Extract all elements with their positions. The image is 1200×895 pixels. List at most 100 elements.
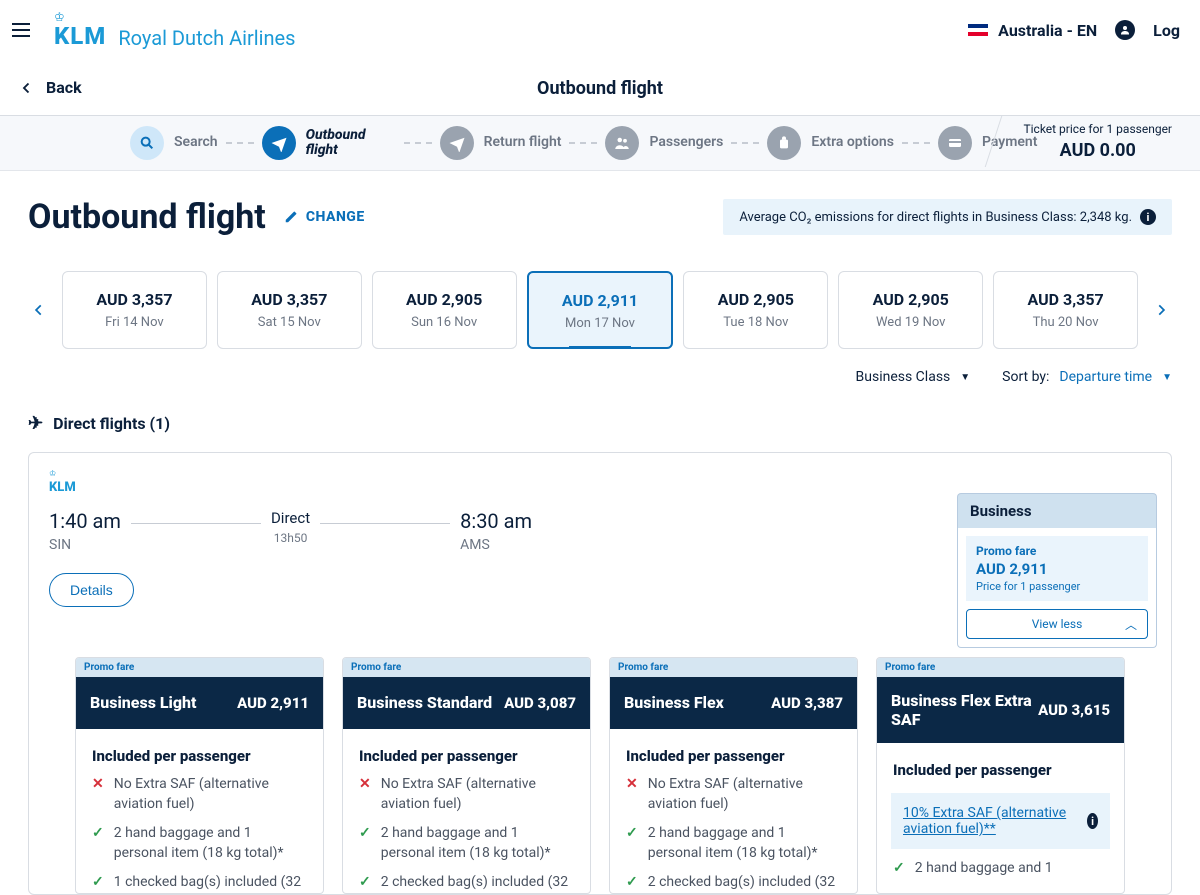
date-card[interactable]: AUD 2,911 Mon 17 Nov xyxy=(527,271,674,349)
check-icon: ✓ xyxy=(359,873,371,893)
fare-feature: ✓2 hand baggage and 1 personal item (18 … xyxy=(343,814,590,863)
flag-icon xyxy=(968,24,988,36)
date-card[interactable]: AUD 2,905 Wed 19 Nov xyxy=(838,271,983,349)
fare-column[interactable]: Promo fare Business StandardAUD 3,087 In… xyxy=(342,657,591,894)
step-outbound[interactable]: Outbound flight xyxy=(262,126,396,160)
included-label: Included per passenger xyxy=(610,729,857,765)
arrival-code: AMS xyxy=(460,537,532,553)
cabin-class-select[interactable]: Business Class ▼ xyxy=(856,369,971,385)
brand-short: KLM xyxy=(54,22,106,50)
progress-steps: Search Outbound flight Return flight Pas… xyxy=(0,116,1200,171)
fare-header: Business FlexAUD 3,387 xyxy=(610,677,857,729)
included-label: Included per passenger xyxy=(343,729,590,765)
check-icon: ✓ xyxy=(893,859,905,879)
co2-banner: Average CO₂ emissions for direct flights… xyxy=(723,199,1172,235)
date-price: AUD 3,357 xyxy=(1002,290,1129,309)
saf-link[interactable]: 10% Extra SAF (alternative aviation fuel… xyxy=(903,805,1079,837)
account-icon[interactable] xyxy=(1115,20,1135,40)
promo-fare-box[interactable]: Promo fare AUD 2,911 Price for 1 passeng… xyxy=(966,536,1148,601)
duration: 13h50 xyxy=(271,531,310,545)
back-button[interactable]: Back xyxy=(18,78,82,97)
locale-selector[interactable]: Australia - EN xyxy=(968,21,1097,40)
date-day: Wed 19 Nov xyxy=(847,315,974,330)
brand-logo[interactable]: ♔ KLM Royal Dutch Airlines xyxy=(54,10,295,50)
view-less-button[interactable]: View less ︿ xyxy=(966,609,1148,639)
date-price: AUD 2,911 xyxy=(537,291,664,310)
plane-icon xyxy=(440,126,474,160)
plane-icon: ✈ xyxy=(28,413,43,434)
brand-full: Royal Dutch Airlines xyxy=(118,26,295,50)
menu-button[interactable] xyxy=(12,16,40,44)
date-card[interactable]: AUD 3,357Sat 15 Nov xyxy=(217,271,362,349)
chevron-down-icon: ▼ xyxy=(1162,372,1172,383)
chevron-down-icon: ▼ xyxy=(960,372,970,383)
date-prev[interactable] xyxy=(28,299,50,321)
x-icon: ✕ xyxy=(92,775,104,814)
ticket-price-summary: Ticket price for 1 passenger AUD 0.00 xyxy=(993,122,1172,161)
promo-tag: Promo fare xyxy=(76,658,323,677)
date-day: Sun 16 Nov xyxy=(381,315,508,330)
date-day: Fri 14 Nov xyxy=(71,315,198,330)
fare-header: Business Flex Extra SAFAUD 3,615 xyxy=(877,677,1124,743)
date-card[interactable]: AUD 3,357 Fri 14 Nov xyxy=(62,271,207,349)
fare-column[interactable]: Promo fare Business LightAUD 2,911 Inclu… xyxy=(75,657,324,894)
fare-column[interactable]: Promo fare Business Flex Extra SAFAUD 3,… xyxy=(876,657,1125,894)
change-button[interactable]: CHANGE xyxy=(284,209,365,225)
departure-time: 1:40 am xyxy=(49,509,121,533)
card-icon xyxy=(938,126,972,160)
check-icon: ✓ xyxy=(359,824,371,863)
saf-highlight: 10% Extra SAF (alternative aviation fuel… xyxy=(891,793,1110,849)
chevron-up-icon: ︿ xyxy=(1125,616,1137,633)
airline-logo: ♔ KLM xyxy=(49,469,1151,495)
check-icon: ✓ xyxy=(626,873,638,893)
fare-feature: ✕No Extra SAF (alternative aviation fuel… xyxy=(610,765,857,814)
step-passengers[interactable]: Passengers xyxy=(605,126,723,160)
departure-code: SIN xyxy=(49,537,121,553)
included-label: Included per passenger xyxy=(877,743,1124,779)
login-link[interactable]: Log xyxy=(1153,21,1180,40)
fare-header: Business LightAUD 2,911 xyxy=(76,677,323,729)
details-button[interactable]: Details xyxy=(49,573,134,607)
baggage-icon xyxy=(767,126,801,160)
date-card[interactable]: AUD 2,905 Tue 18 Nov xyxy=(683,271,828,349)
promo-tag: Promo fare xyxy=(343,658,590,677)
fare-summary-panel: Business Promo fare AUD 2,911 Price for … xyxy=(957,493,1157,648)
date-price: AUD 3,357 xyxy=(71,290,198,309)
check-icon: ✓ xyxy=(626,824,638,863)
fare-feature: ✓2 hand baggage and 1 personal item (18 … xyxy=(610,814,857,863)
locale-label: Australia - EN xyxy=(998,21,1097,40)
back-label: Back xyxy=(46,78,82,97)
date-price: AUD 2,905 xyxy=(692,290,819,309)
date-card[interactable]: AUD 3,357 Thu 20 Nov xyxy=(993,271,1138,349)
passengers-icon xyxy=(605,126,639,160)
page-title: Outbound flight xyxy=(28,197,266,237)
fare-feature: ✓2 hand baggage and 1 xyxy=(877,849,1124,879)
sort-select[interactable]: Sort by: Departure time ▼ xyxy=(1002,369,1172,385)
promo-tag: Promo fare xyxy=(610,658,857,677)
date-next[interactable] xyxy=(1150,299,1172,321)
plane-icon xyxy=(262,126,296,160)
check-icon: ✓ xyxy=(92,873,104,893)
date-day: Tue 18 Nov xyxy=(692,315,819,330)
included-label: Included per passenger xyxy=(76,729,323,765)
info-icon[interactable]: i xyxy=(1087,813,1098,829)
date-day: Thu 20 Nov xyxy=(1002,315,1129,330)
date-day: Sat 15 Nov xyxy=(226,315,353,330)
date-day: Mon 17 Nov xyxy=(537,316,664,331)
x-icon: ✕ xyxy=(359,775,371,814)
stops-label: Direct xyxy=(271,509,310,527)
step-return[interactable]: Return flight xyxy=(440,126,562,160)
fare-tab[interactable]: Business xyxy=(957,493,1157,528)
info-icon[interactable]: i xyxy=(1140,209,1156,225)
x-icon: ✕ xyxy=(626,775,638,814)
step-search[interactable]: Search xyxy=(130,126,218,160)
search-icon xyxy=(130,126,164,160)
date-price: AUD 2,905 xyxy=(847,290,974,309)
fare-column[interactable]: Promo fare Business FlexAUD 3,387 Includ… xyxy=(609,657,858,894)
fare-header: Business StandardAUD 3,087 xyxy=(343,677,590,729)
step-extras[interactable]: Extra options xyxy=(767,126,894,160)
promo-tag: Promo fare xyxy=(877,658,1124,677)
date-price: AUD 2,905 xyxy=(381,290,508,309)
fare-feature: ✕No Extra SAF (alternative aviation fuel… xyxy=(343,765,590,814)
date-card[interactable]: AUD 2,905 Sun 16 Nov xyxy=(372,271,517,349)
